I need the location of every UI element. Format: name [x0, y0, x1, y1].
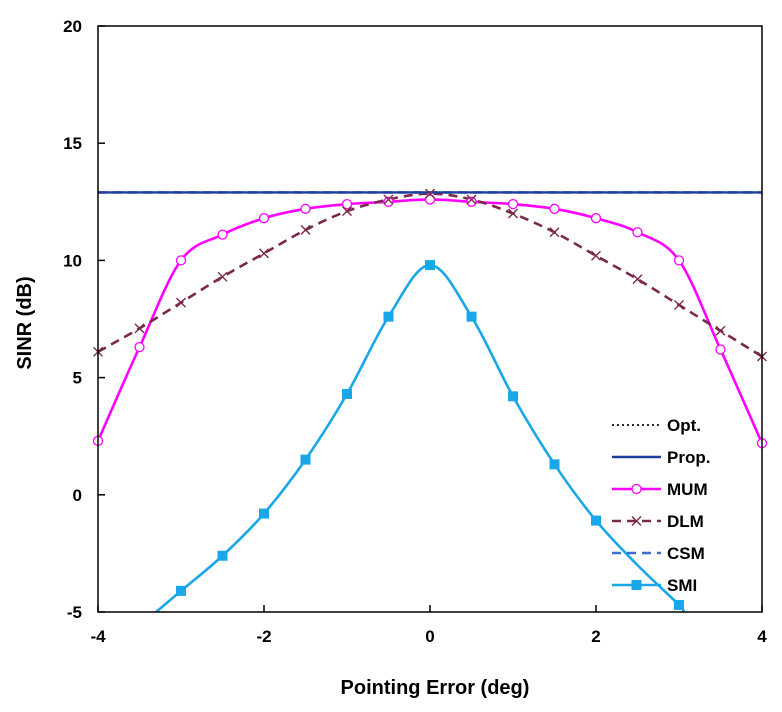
series-line-mum — [98, 198, 762, 444]
point-smi — [176, 585, 186, 596]
x-tick-label: -2 — [256, 627, 271, 646]
point-dlm — [259, 248, 269, 259]
point-mum — [258, 213, 270, 224]
point-mum — [300, 203, 311, 214]
legend-item-mum: MUM — [612, 480, 708, 499]
point-mum — [175, 255, 187, 266]
point-mum — [590, 213, 602, 224]
point-smi — [591, 515, 601, 526]
x-axis-title: Pointing Error (deg) — [341, 677, 530, 699]
point-smi — [217, 550, 228, 561]
legend-marker — [631, 516, 642, 526]
legend-label: CSM — [667, 544, 705, 563]
y-tick-label: -5 — [67, 603, 82, 622]
point-mum — [673, 255, 685, 266]
legend-label: Opt. — [667, 416, 701, 435]
point-dlm — [632, 274, 643, 285]
series-markers — [92, 188, 768, 610]
x-tick-label: 4 — [757, 627, 767, 646]
legend-label: Prop. — [667, 448, 710, 467]
legend-marker — [631, 483, 642, 495]
series-line-smi — [155, 263, 685, 612]
x-tick-label: -4 — [90, 627, 106, 646]
point-mum — [383, 196, 394, 207]
point-dlm — [383, 194, 394, 205]
legend-label: MUM — [667, 480, 708, 499]
y-axis-title: SINR (dB) — [14, 276, 36, 369]
legend-item-dlm: DLM — [612, 512, 704, 531]
legend-item-prop: Prop. — [612, 448, 710, 467]
point-dlm — [300, 224, 311, 235]
point-smi — [383, 311, 394, 322]
legend-marker — [631, 580, 642, 590]
point-smi — [466, 311, 477, 322]
point-smi — [342, 389, 352, 400]
point-mum — [424, 194, 436, 205]
legend-item-csm: CSM — [612, 544, 705, 563]
point-mum — [715, 344, 726, 355]
x-tick-label: 2 — [591, 627, 600, 646]
point-mum — [217, 229, 228, 240]
point-dlm — [549, 227, 560, 238]
point-dlm — [674, 299, 684, 310]
point-mum — [632, 227, 643, 238]
series-line-dlm — [98, 192, 762, 358]
point-dlm — [715, 325, 726, 336]
point-smi — [508, 391, 518, 402]
point-smi — [549, 459, 560, 470]
point-mum — [507, 198, 519, 210]
y-tick-label: 20 — [63, 17, 82, 36]
legend-label: DLM — [667, 512, 704, 531]
point-dlm — [176, 297, 186, 308]
point-mum — [549, 203, 560, 214]
point-smi — [300, 454, 311, 465]
legend-item-smi: SMI — [612, 576, 697, 595]
point-smi — [674, 599, 684, 610]
point-dlm — [466, 194, 477, 205]
point-mum — [134, 341, 145, 353]
x-tick-label: 0 — [425, 627, 434, 646]
point-dlm — [508, 208, 518, 219]
series-lines — [98, 191, 762, 612]
point-dlm — [134, 323, 145, 334]
point-dlm — [342, 206, 352, 217]
legend: Opt. Prop. MUM DLM CSM SMI — [612, 416, 710, 595]
point-mum — [341, 198, 353, 210]
point-dlm — [217, 271, 228, 282]
point-mum — [466, 196, 477, 207]
point-dlm — [425, 188, 435, 199]
y-tick-label: 0 — [73, 486, 82, 505]
y-tick-label: 15 — [63, 134, 82, 153]
y-tick-label: 5 — [73, 369, 82, 388]
y-tick-label: 10 — [63, 251, 82, 270]
legend-label: SMI — [667, 576, 697, 595]
axis-ticks: -5 0 5 10 15 20 -4 -2 0 2 4 — [63, 17, 767, 646]
point-smi — [425, 260, 435, 271]
legend-item-opt: Opt. — [612, 416, 701, 435]
plot-area-frame — [97, 25, 763, 613]
point-dlm — [591, 250, 601, 261]
point-smi — [259, 508, 269, 519]
